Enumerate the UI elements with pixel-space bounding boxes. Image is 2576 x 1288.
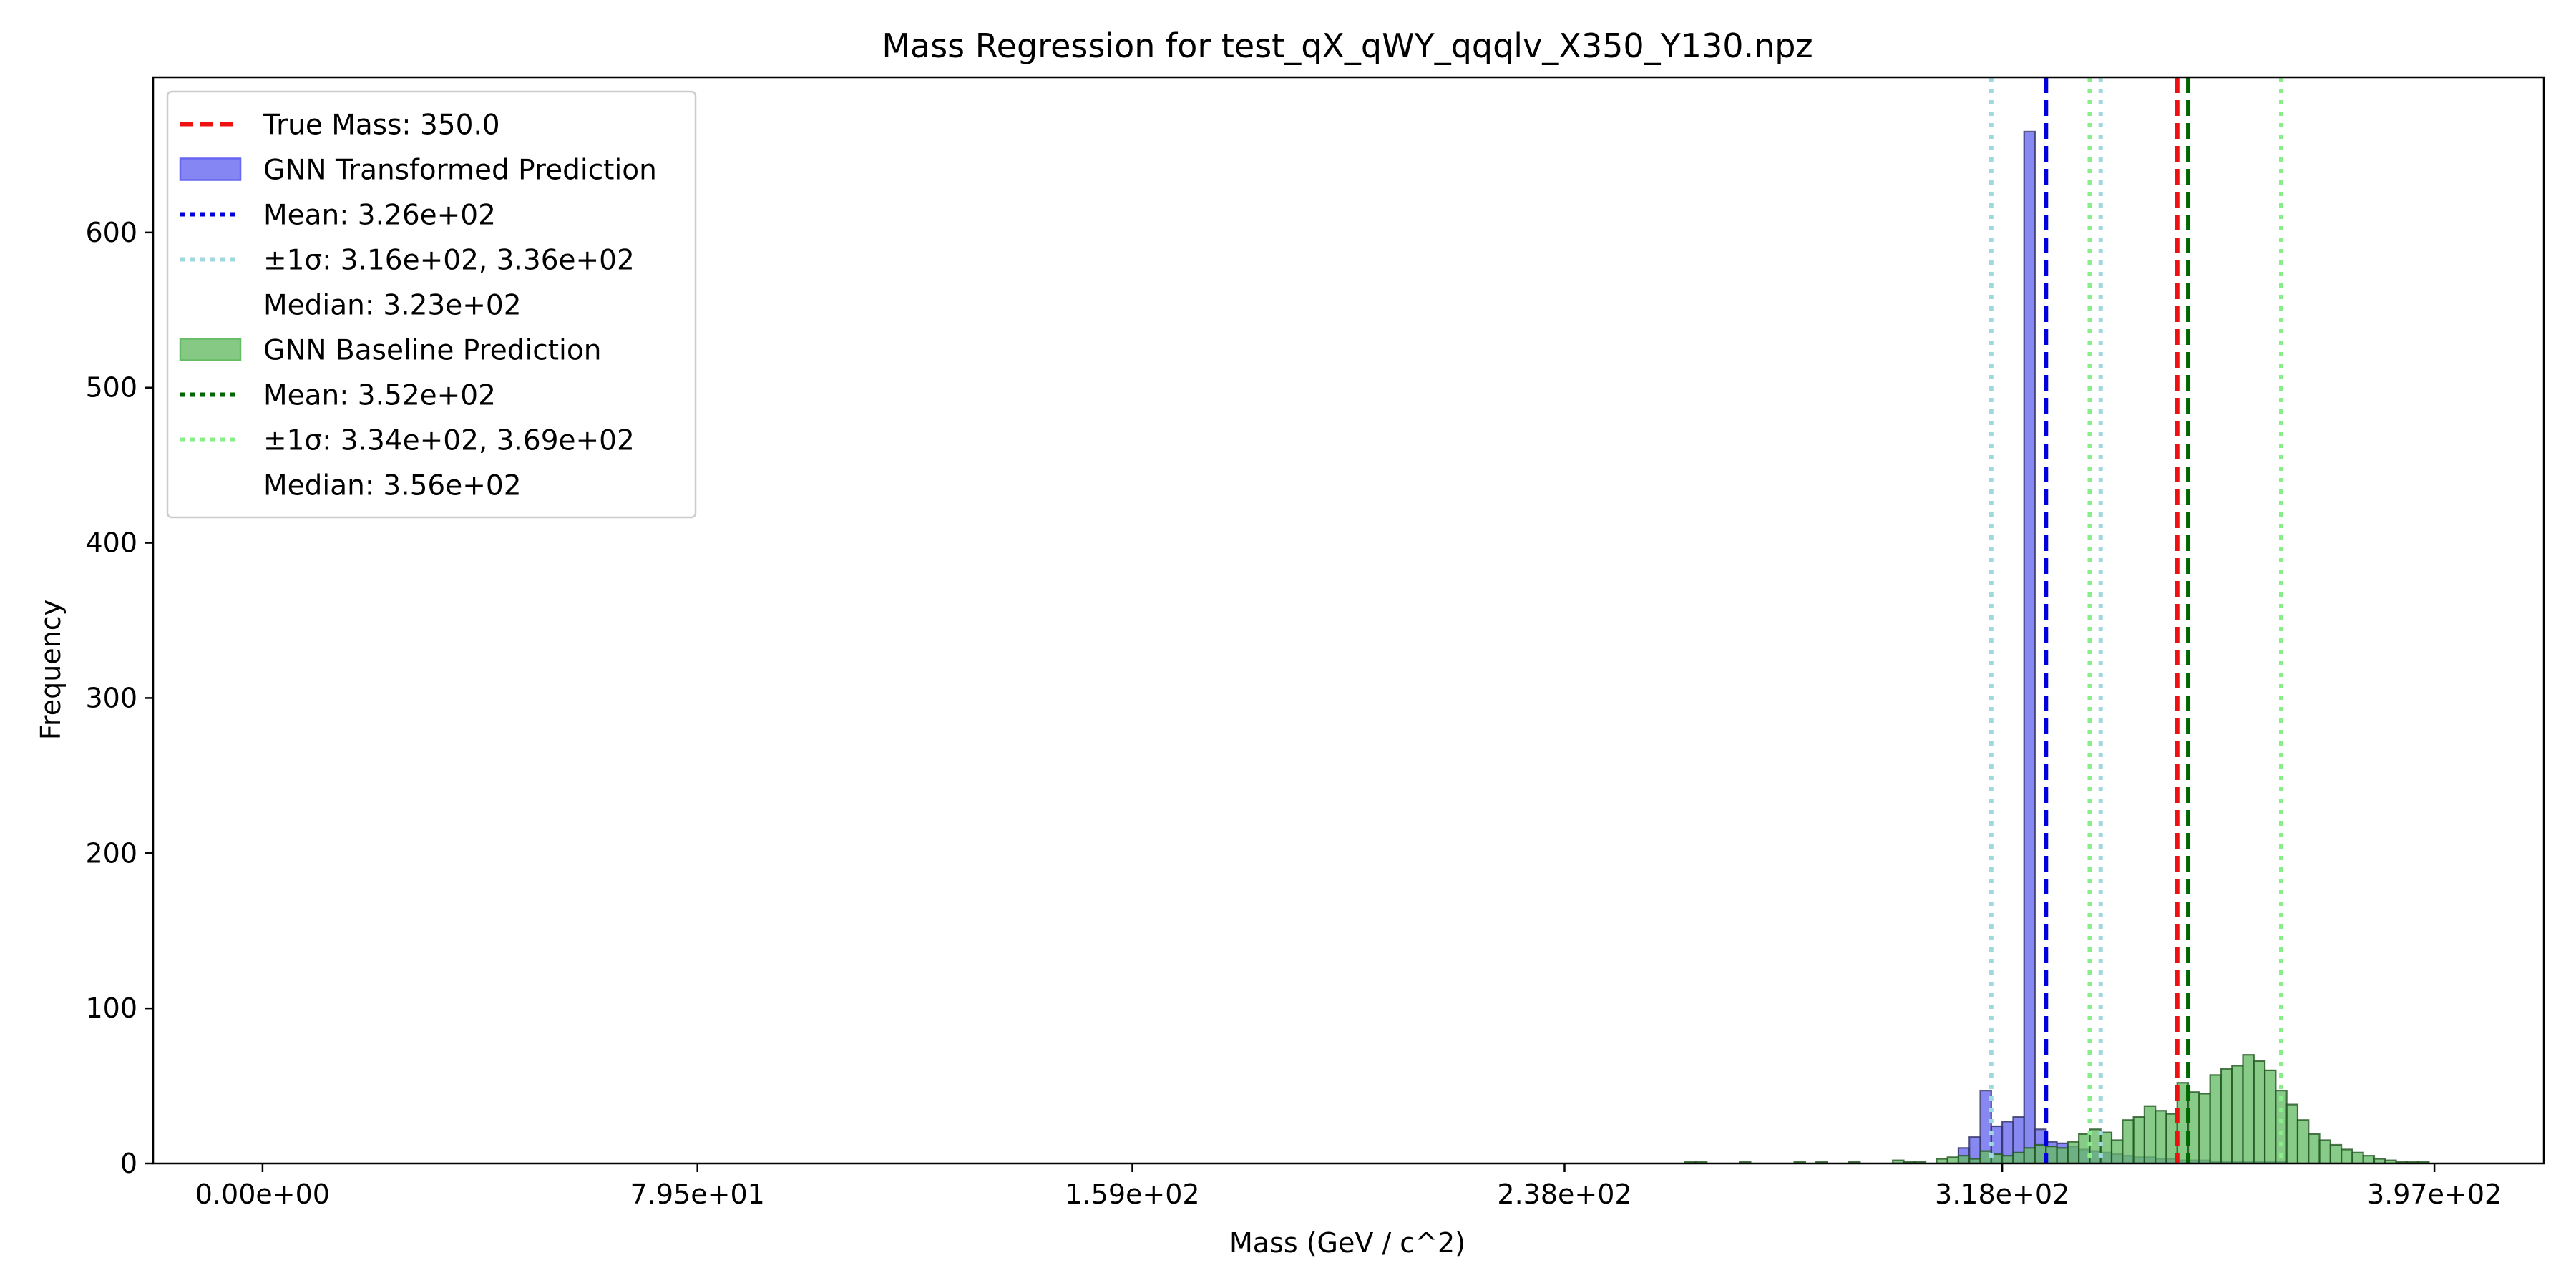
histogram-bar <box>2362 1155 2376 1163</box>
x-tick-label: 7.95e+01 <box>630 1179 765 1210</box>
legend-box <box>166 90 697 519</box>
histogram-bar <box>2231 1065 2244 1163</box>
legend-entry: ±1σ: 3.34e+02, 3.69e+02 <box>180 425 635 457</box>
x-tick-label: 2.38e+02 <box>1497 1179 1631 1210</box>
x-tick-label: 0.00e+00 <box>195 1179 330 1210</box>
histogram-bar <box>2023 1147 2036 1163</box>
legend-label: Median: 3.23e+02 <box>263 290 522 322</box>
histogram-bar <box>2285 1103 2299 1163</box>
legend-label: GNN Transformed Prediction <box>263 155 657 187</box>
histogram-bar <box>2308 1133 2321 1163</box>
legend-entry: ±1σ: 3.16e+02, 3.36e+02 <box>180 245 635 277</box>
histogram-bar <box>2023 130 2036 1163</box>
y-tick-label: 600 <box>85 217 137 248</box>
x-tick-label: 1.59e+02 <box>1065 1179 1199 1210</box>
x-tick-label: 3.18e+02 <box>1935 1179 2069 1210</box>
legend-label: GNN Baseline Prediction <box>263 335 601 367</box>
histogram-bar <box>2099 1131 2113 1163</box>
y-tick-label: 400 <box>85 527 137 559</box>
axes: 0.00e+00 7.95e+01 1.59e+02 2.38e+02 3.18e+02… <box>85 76 2545 1210</box>
histogram-bar <box>2329 1143 2343 1163</box>
legend-entry: GNN Baseline Prediction <box>179 335 601 367</box>
histogram-bar <box>2253 1060 2266 1163</box>
histogram-bar <box>2296 1119 2310 1163</box>
histogram-bar <box>2056 1147 2069 1163</box>
chart-title: Mass Regression for test_qX_qWY_qqqlv_X3… <box>882 26 1813 65</box>
histogram-bar <box>2110 1139 2124 1163</box>
histogram-bar <box>2078 1133 2091 1163</box>
histogram-bar <box>2220 1068 2233 1163</box>
legend-label: Mean: 3.52e+02 <box>263 380 496 412</box>
legend-swatch <box>179 338 242 361</box>
legend-entry: Mean: 3.52e+02 <box>180 380 496 412</box>
legend-label: Mean: 3.26e+02 <box>263 200 496 232</box>
legend-entry: True Mass: 350.0 <box>180 109 500 142</box>
histogram-series-2 <box>1684 1054 2430 1163</box>
histogram-bar <box>2187 1091 2200 1163</box>
histogram-bar <box>2012 1151 2025 1163</box>
histogram-bar <box>2001 1155 2014 1163</box>
histogram-bar <box>2209 1074 2223 1163</box>
legend-entry: Median: 3.23e+02 <box>263 290 522 322</box>
histogram-bar <box>2242 1054 2255 1163</box>
histogram-bar <box>2198 1093 2211 1163</box>
histogram-bar <box>1946 1156 1960 1163</box>
legend-label: ±1σ: 3.16e+02, 3.36e+02 <box>263 245 635 277</box>
y-tick-label: 100 <box>85 992 137 1024</box>
histogram-bar <box>2122 1119 2135 1163</box>
y-tick-label: 500 <box>85 372 137 404</box>
histogram-bar <box>2341 1148 2353 1163</box>
histogram-bar <box>2155 1110 2167 1163</box>
legend-entry: GNN Transformed Prediction <box>179 155 657 187</box>
histogram-bar <box>2318 1139 2331 1163</box>
histogram-bar <box>2132 1116 2145 1163</box>
legend-label: ±1σ: 3.34e+02, 3.69e+02 <box>263 425 635 457</box>
histogram-bar <box>2143 1105 2157 1163</box>
y-tick-label: 200 <box>85 837 137 869</box>
legend-entry: Median: 3.56e+02 <box>263 470 522 502</box>
y-tick-label: 300 <box>85 682 137 713</box>
legend-entry: Mean: 3.26e+02 <box>180 200 496 232</box>
histogram-bar <box>2351 1151 2364 1163</box>
histogram-bar <box>1957 1155 1971 1163</box>
histogram-bar <box>2263 1069 2277 1163</box>
plot-inner <box>1684 77 2430 1163</box>
legend: True Mass: 350.0 GNN Transformed Predicti… <box>166 90 697 519</box>
y-axis-label: Frequency <box>35 600 67 740</box>
histogram-bar <box>2275 1089 2288 1163</box>
y-tick-label: 0 <box>120 1148 137 1179</box>
histogram-bar <box>2067 1141 2080 1163</box>
plot-area <box>1684 77 2430 1163</box>
x-tick-label: 3.97e+02 <box>2367 1179 2502 1210</box>
legend-swatch <box>179 157 242 181</box>
x-axis-label: Mass (GeV / c^2) <box>1229 1227 1465 1259</box>
legend-label: True Mass: 350.0 <box>263 109 500 142</box>
axes-frame <box>152 76 2545 1165</box>
legend-label: Median: 3.56e+02 <box>263 470 522 502</box>
